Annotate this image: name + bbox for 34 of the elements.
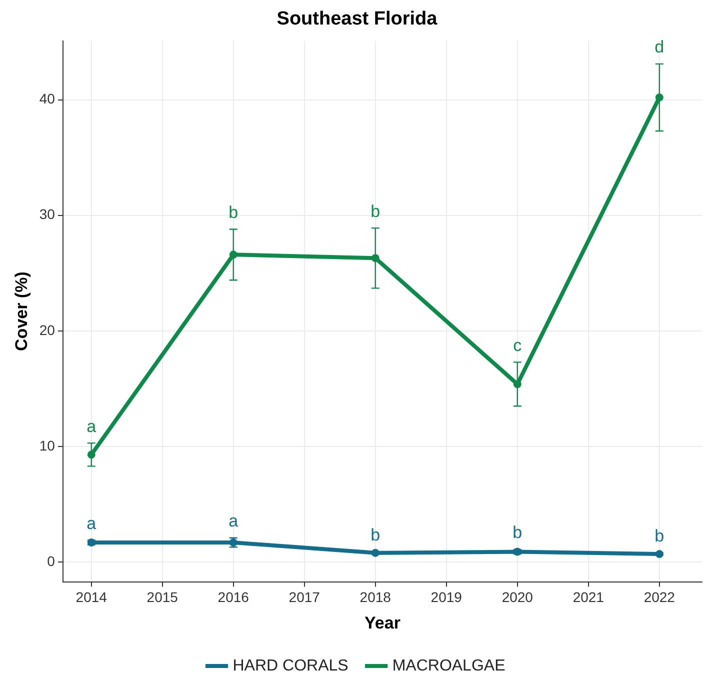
chart-title: Southeast Florida: [276, 8, 438, 30]
x-tick-label: 2018: [360, 589, 392, 606]
x-tick-label: 2019: [430, 589, 462, 606]
annotation: c: [513, 336, 522, 355]
annotation: a: [228, 512, 239, 531]
y-tick-label: 10: [39, 437, 56, 454]
x-tick-label: 2014: [76, 589, 108, 606]
y-tick-label: 20: [39, 322, 56, 338]
annotation: b: [654, 526, 664, 546]
legend-label: MACROALGAE: [392, 657, 506, 674]
annotation: b: [228, 202, 238, 222]
annotation: a: [86, 514, 97, 533]
point: [655, 93, 664, 102]
x-tick-label: 2016: [218, 589, 250, 606]
point: [513, 380, 522, 388]
annotation: d: [654, 38, 664, 57]
y-axis-title: Cover (%): [12, 272, 31, 351]
annotation: a: [86, 416, 97, 436]
point: [371, 254, 380, 262]
x-tick-label: 2021: [572, 589, 604, 606]
y-tick-label: 30: [39, 206, 56, 222]
point: [229, 250, 238, 259]
annotation: b: [370, 202, 380, 221]
x-tick-label: 2017: [288, 589, 320, 606]
x-tick-label: 2020: [502, 589, 534, 606]
annotation: b: [512, 523, 522, 542]
x-axis-title: Year: [364, 613, 401, 632]
x-tick-label: 2015: [146, 589, 178, 606]
x-tick-label: 2022: [644, 589, 676, 606]
legend-label: HARD CORALS: [232, 657, 348, 674]
y-tick-label: 40: [39, 90, 56, 107]
annotation: b: [370, 525, 380, 544]
point: [87, 450, 96, 459]
y-tick-label: 0: [47, 553, 56, 570]
